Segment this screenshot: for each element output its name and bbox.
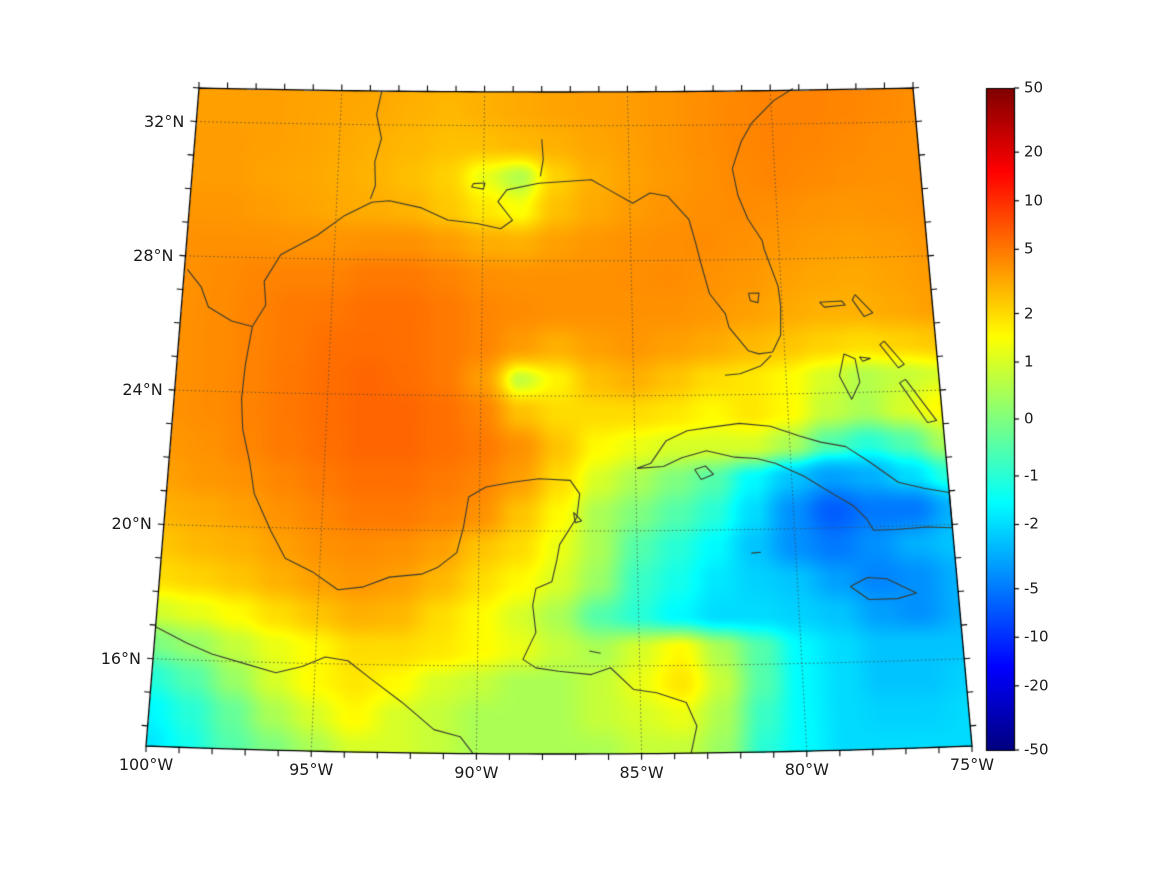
map-heatmap-canvas	[0, 0, 1167, 875]
figure-container: 32°N 28°N 24°N 20°N 16°N 100°W 95°W 90°W 85°W 80…	[0, 0, 1167, 875]
